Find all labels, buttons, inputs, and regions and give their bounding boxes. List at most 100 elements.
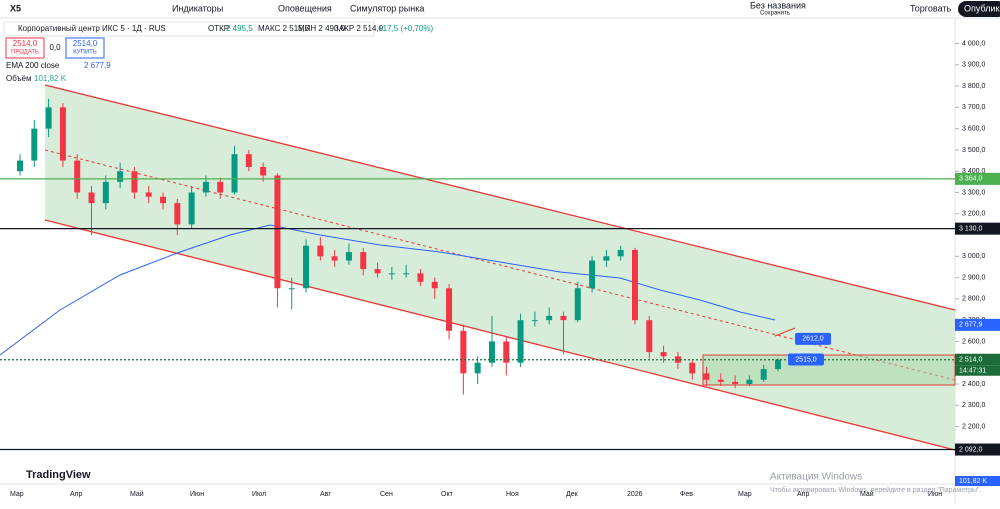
toolbar xyxy=(0,0,1000,18)
candle-body xyxy=(488,341,495,363)
candle-body xyxy=(660,352,667,357)
watermark: Активация Windows xyxy=(770,472,862,483)
x-tick-label: Дек xyxy=(566,491,579,498)
countdown: 14:47:31 xyxy=(959,368,986,375)
candle-body xyxy=(431,281,438,289)
price-tag xyxy=(955,443,1000,456)
annotation-box xyxy=(795,332,831,345)
x-tick-label: 2026 xyxy=(627,491,643,498)
candle-body xyxy=(317,245,324,257)
buy-btn[interactable] xyxy=(65,37,105,59)
candle-body xyxy=(102,181,109,204)
candle-body xyxy=(17,160,23,172)
candle-body xyxy=(617,249,624,257)
spread: 0,0 xyxy=(49,43,61,52)
candle-body xyxy=(260,166,267,176)
y-tick-label: 2 400,0 xyxy=(962,381,985,388)
ema-line xyxy=(0,224,776,356)
y-tick-label: 4 000,0 xyxy=(962,40,985,47)
candle-body xyxy=(403,273,410,275)
price-tag-label: 3 364,0 xyxy=(959,176,982,183)
candle-body xyxy=(374,269,381,274)
trade[interactable]: Торговать xyxy=(910,3,952,13)
watermark-sub: Чтобы активировать Windows, перейдите в … xyxy=(770,486,982,494)
candle-body xyxy=(202,181,209,193)
candle-body xyxy=(717,379,724,382)
save[interactable]: Сохранить xyxy=(760,11,790,17)
candle-body xyxy=(59,107,66,161)
x-tick-label: Мар xyxy=(738,491,752,498)
buy-price[interactable]: 2514,0 xyxy=(73,39,98,48)
x-tick-label: Июл xyxy=(252,491,266,498)
annotation-label: 2612,0 xyxy=(802,336,824,343)
y-tick-label: 2 300,0 xyxy=(962,402,985,409)
layout-name[interactable]: Без названия xyxy=(750,0,806,10)
candle-body xyxy=(574,288,581,321)
candle-body xyxy=(217,181,224,193)
symbol[interactable]: X5 xyxy=(10,3,21,13)
candle-body xyxy=(474,362,481,374)
sell-btn[interactable] xyxy=(5,37,45,59)
legend-low: МИН 2 490,0 xyxy=(298,24,346,33)
sell[interactable]: ПРОДАТЬ xyxy=(11,50,39,56)
candle-body xyxy=(460,330,467,374)
price-tag xyxy=(955,222,1000,235)
candle-body xyxy=(446,288,453,331)
legend-title: Корпоративный центр ИКС 5 · 1Д · RUS xyxy=(18,24,166,33)
logo: TradingView xyxy=(26,469,91,481)
candle-body xyxy=(589,260,596,289)
legend-high: МАКС 2 515,5 xyxy=(258,24,310,33)
candle-body xyxy=(145,192,152,197)
legend-box xyxy=(3,21,375,37)
candle-body xyxy=(517,320,524,363)
x-tick-label: Окт xyxy=(441,491,454,498)
candle-body xyxy=(703,373,710,380)
volume-label: Объём xyxy=(6,74,32,83)
x-tick-label: Июн xyxy=(190,491,204,498)
candle-body xyxy=(760,369,767,380)
candle-body xyxy=(360,252,367,270)
candle-body xyxy=(131,171,138,193)
arrow xyxy=(774,327,796,337)
x-tick-label: Май xyxy=(860,490,874,498)
channel-fill xyxy=(45,85,955,450)
x-tick-label: Мар xyxy=(10,491,24,498)
candle-body xyxy=(45,107,52,129)
volume-tag xyxy=(955,476,1000,486)
publish-btn[interactable] xyxy=(958,1,1000,17)
x-tick-label: Авг xyxy=(320,491,331,498)
candle-body xyxy=(188,192,195,225)
candle-body xyxy=(746,379,753,384)
price-tag xyxy=(955,172,1000,185)
candle-body xyxy=(531,320,538,322)
countdown-bg xyxy=(955,365,1000,376)
indicators[interactable]: Индикаторы xyxy=(172,3,223,13)
price-tag-label: 3 130,0 xyxy=(959,226,982,233)
x-tick-label: Май xyxy=(130,490,144,498)
price-tag-label: 2 092,0 xyxy=(959,446,982,453)
candle-body xyxy=(174,203,181,225)
legend-open-value: 2 495,5 xyxy=(226,24,253,33)
y-tick-label: 3 200,0 xyxy=(962,211,985,218)
y-tick-label: 3 800,0 xyxy=(962,83,985,90)
price-tag-label: 2 514,0 xyxy=(959,357,982,364)
buy[interactable]: КУПИТЬ xyxy=(73,50,97,56)
price-tag-label: 2 677,9 xyxy=(959,322,982,329)
publish[interactable]: Опубликовать xyxy=(964,3,1000,13)
alerts[interactable]: Оповещения xyxy=(278,3,332,13)
candle-body xyxy=(417,273,424,282)
y-tick-label: 2 200,0 xyxy=(962,423,985,430)
replay[interactable]: Симулятор рынка xyxy=(350,3,424,13)
ema-label: EMA 200 close xyxy=(6,61,60,70)
y-tick-label: 3 500,0 xyxy=(962,147,985,154)
candle-body xyxy=(160,196,167,204)
channel-upper xyxy=(44,84,956,311)
price-tag xyxy=(955,353,1000,366)
candle-body xyxy=(560,315,567,321)
y-tick-label: 3 400,0 xyxy=(962,168,985,175)
sell-price[interactable]: 2514,0 xyxy=(13,39,38,48)
legend-open: ОТКР xyxy=(208,24,229,33)
candle-body xyxy=(245,154,252,167)
y-tick-label: 3 700,0 xyxy=(962,104,985,111)
y-tick-label: 3 000,0 xyxy=(962,253,985,260)
